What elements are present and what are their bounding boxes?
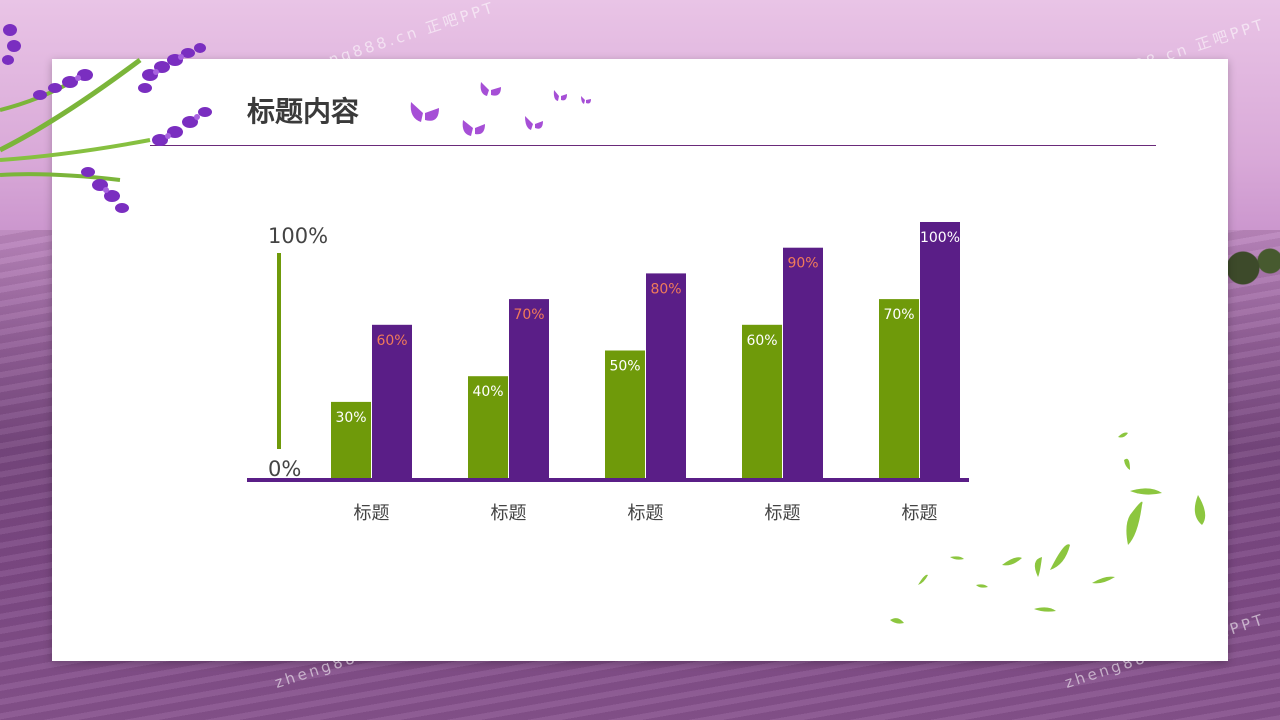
bar-series1-1 xyxy=(331,401,371,479)
y-tick-label-max: 100% xyxy=(268,224,328,248)
bar-series2-1 xyxy=(372,324,412,479)
data-label-series2-5: 100% xyxy=(920,230,960,246)
bar-series2-3 xyxy=(646,273,686,479)
data-label-series2-3: 80% xyxy=(650,281,681,297)
data-label-series2-4: 90% xyxy=(787,256,818,272)
data-label-series1-5: 70% xyxy=(883,307,914,323)
data-label-series1-4: 60% xyxy=(746,333,777,349)
bar-series1-4 xyxy=(742,324,782,479)
bar-series2-2 xyxy=(509,299,549,479)
bar-series1-3 xyxy=(605,350,645,479)
butterfly-icon xyxy=(410,82,591,136)
category-label-5: 标题 xyxy=(902,503,938,524)
bar-series1-2 xyxy=(468,376,508,479)
data-label-series1-1: 30% xyxy=(335,410,366,426)
data-label-series1-3: 50% xyxy=(609,359,640,375)
category-label-2: 标题 xyxy=(491,503,527,524)
y-axis-bar xyxy=(277,253,281,449)
bar-series2-5 xyxy=(920,222,960,479)
bar-series2-4 xyxy=(783,247,823,479)
category-label-4: 标题 xyxy=(765,503,801,524)
category-label-3: 标题 xyxy=(628,503,664,524)
y-tick-label-min: 0% xyxy=(268,457,301,481)
bar-series1-5 xyxy=(879,299,919,479)
category-label-1: 标题 xyxy=(354,503,390,524)
title-divider xyxy=(150,145,1156,146)
leaf-icon xyxy=(890,432,1206,624)
tree-decoration xyxy=(1225,240,1280,310)
data-label-series2-2: 70% xyxy=(513,307,544,323)
x-axis-baseline xyxy=(247,478,969,482)
page-title: 标题内容 xyxy=(247,95,360,128)
data-label-series1-2: 40% xyxy=(472,384,503,400)
lavender-flower-icon xyxy=(0,24,212,213)
data-label-series2-1: 60% xyxy=(376,333,407,349)
